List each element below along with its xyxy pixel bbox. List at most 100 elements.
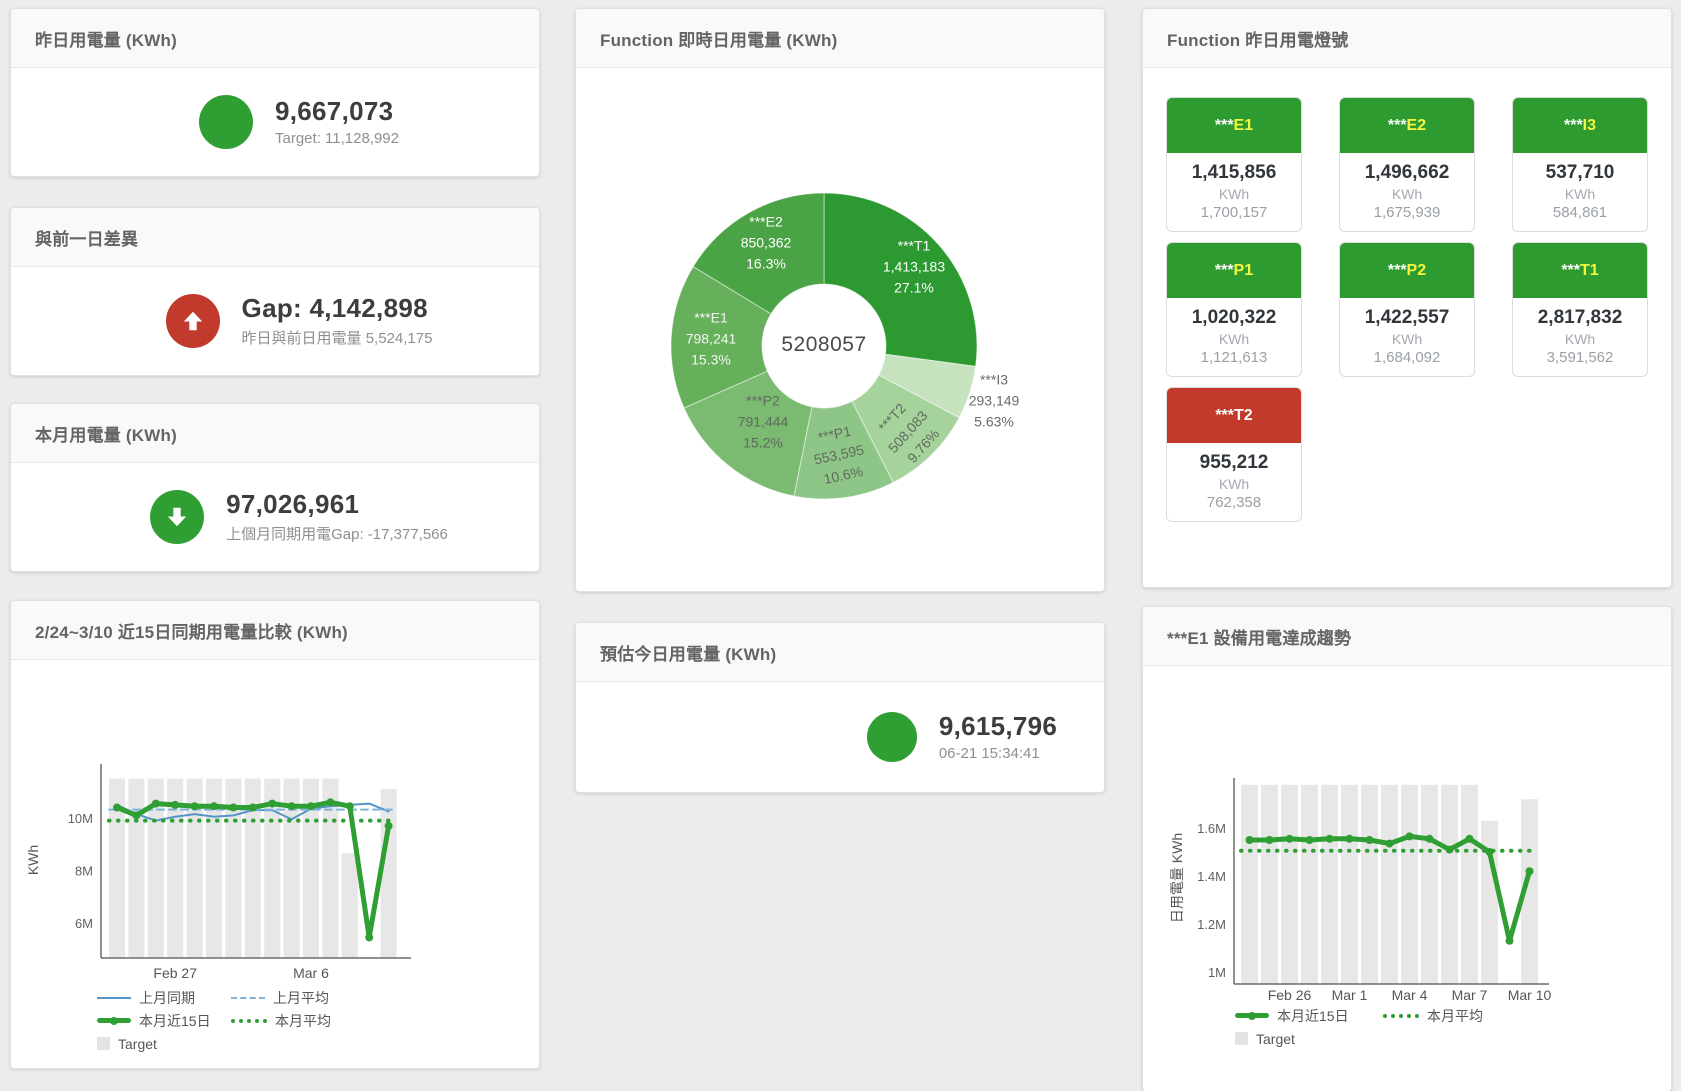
target-bar [1281, 784, 1298, 984]
lights-tile-grid: *** E1 1,415,856 KWh 1,700,157 *** E2 1,49… [1143, 68, 1671, 522]
donut-slice-E2[interactable] [692, 192, 825, 315]
tile-T1[interactable]: *** T1 2,817,832 KWh 3,591,562 [1512, 242, 1648, 377]
series-marker-本月近15日 [248, 803, 257, 812]
donut-chart-area: 5208057 ***T1 1,413,183 27.1% ***I3 293,149 5… [576, 68, 1104, 591]
tile-label-prefix: *** [1387, 261, 1407, 279]
y-tick-label: 1.2M [1197, 917, 1226, 932]
legend-swatch-thick-icon [97, 1016, 131, 1025]
legend-label: Target [118, 1035, 157, 1052]
tile-header: *** P2 [1340, 243, 1474, 298]
series-marker-本月近15日 [1345, 834, 1354, 843]
tile-target-value: 1,121,613 [1200, 349, 1268, 366]
card-title-yesterday-usage: 昨日用電量 (KWh) [35, 30, 177, 50]
card-yesterday-usage-lights: Function 昨日用電燈號 *** E1 1,415,856 KWh 1,70… [1142, 8, 1672, 588]
legend-item-本月近15日[interactable]: 本月近15日 [1235, 1006, 1383, 1026]
card-day-gap: 與前一日差異 Gap: 4,142,898 昨日與前日用電量 5,524,175 [10, 207, 540, 376]
legend-row: Target [97, 1032, 365, 1055]
arrow-up-icon [183, 311, 202, 331]
tile-value: 955,212 [1199, 452, 1269, 473]
e1-trend-svg: 1M 1.2M 1.4M 1.6M Feb 26 Mar 1 Mar 4 Mar 7 Mar 1… [1197, 778, 1551, 1003]
tile-target-value: 1,684,092 [1373, 349, 1441, 366]
card-title-estimated-today: 預估今日用電量 (KWh) [600, 644, 777, 664]
tile-target-value: 1,700,157 [1200, 204, 1268, 221]
tile-unit: KWh [1564, 331, 1596, 347]
series-marker-本月近15日 [1285, 834, 1294, 843]
x-tick-label: Mar 6 [293, 965, 329, 981]
tile-label-prefix: *** [1215, 406, 1234, 424]
legend-row: 上月同期 上月平均 [97, 986, 365, 1009]
tile-target-value: 584,861 [1552, 204, 1608, 221]
tile-P2[interactable]: *** P2 1,422,557 KWh 1,684,092 [1339, 242, 1475, 377]
target-bar [322, 778, 339, 958]
tile-label-code: P2 [1406, 261, 1427, 279]
series-marker-本月近15日 [1325, 834, 1334, 843]
target-bar [1241, 784, 1258, 984]
legend-swatch-box-icon [1235, 1032, 1248, 1045]
donut-slice-T1[interactable] [823, 192, 978, 367]
donut-slice-P2[interactable] [683, 370, 813, 497]
tile-label-code: T1 [1580, 261, 1599, 279]
card-title-month-usage: 本月用電量 (KWh) [35, 425, 177, 445]
status-green-circle-icon [866, 712, 917, 762]
y-tick-label: 1.4M [1197, 869, 1226, 884]
target-bar [303, 778, 319, 958]
tile-label-code: E1 [1233, 116, 1254, 134]
kpi-body: Gap: 4,142,898 昨日與前日用電量 5,524,175 [35, 267, 563, 375]
tile-value: 537,710 [1545, 162, 1615, 183]
legend-swatch-box-icon [97, 1037, 110, 1050]
tile-I3[interactable]: *** I3 537,710 KWh 584,861 [1512, 97, 1648, 232]
x-tick-label: Mar 4 [1392, 987, 1428, 1003]
kpi-text: Gap: 4,142,898 昨日與前日用電量 5,524,175 [242, 293, 433, 348]
target-bar [244, 778, 261, 958]
kpi-text: 9,615,796 06-21 15:34:41 [938, 711, 1057, 762]
series-marker-本月近15日 [151, 799, 160, 808]
series-marker-本月近15日 [132, 811, 141, 820]
tile-value: 2,817,832 [1537, 307, 1623, 328]
donut-slice-E1[interactable] [670, 265, 772, 409]
target-bar [1321, 784, 1338, 984]
card-yesterday-usage: 昨日用電量 (KWh) 9,667,073 Target: 11,128,992 [10, 8, 540, 177]
tile-header: *** T1 [1513, 243, 1647, 298]
kpi-subtitle: 上個月同期用電Gap: -17,377,566 [226, 525, 448, 543]
tile-unit: KWh [1218, 186, 1250, 202]
legend-swatch-dots-icon [1383, 1013, 1419, 1018]
card-header: 昨日用電量 (KWh) [11, 9, 539, 68]
legend-item-上月同期[interactable]: 上月同期 [97, 988, 231, 1008]
card-e1-trend-chart: ***E1 設備用電達成趨勢 1M 1.2M 1.4M 1.6M Feb 26 Mar 1… [1142, 606, 1672, 1091]
card-title-day-gap: 與前一日差異 [35, 229, 139, 249]
card-header: Function 昨日用電燈號 [1143, 9, 1671, 68]
tile-E2[interactable]: *** E2 1,496,662 KWh 1,675,939 [1339, 97, 1475, 232]
legend-item-本月平均[interactable]: 本月平均 [231, 1011, 365, 1031]
card-header: 2/24~3/10 近15日同期用電量比較 (KWh) [11, 601, 539, 660]
legend-item-Target[interactable]: Target [97, 1036, 231, 1052]
tile-T2[interactable]: *** T2 955,212 KWh 762,358 [1166, 387, 1302, 522]
tile-P1[interactable]: *** P1 1,020,322 KWh 1,121,613 [1166, 242, 1302, 377]
legend-item-本月平均[interactable]: 本月平均 [1383, 1006, 1531, 1026]
x-tick-label: Feb 27 [153, 965, 197, 981]
series-marker-本月近15日 [190, 802, 199, 811]
series-marker-本月近15日 [287, 802, 296, 811]
arrow-down-circle-icon [150, 490, 205, 544]
kpi-timestamp: 06-21 15:34:41 [938, 744, 1040, 762]
card-title-15day-comparison: 2/24~3/10 近15日同期用電量比較 (KWh) [35, 622, 348, 642]
trend-chart-area: 1M 1.2M 1.4M 1.6M Feb 26 Mar 1 Mar 4 Mar 7 Mar 1… [1143, 666, 1671, 1091]
legend-row: 本月近15日 本月平均 [1235, 1004, 1531, 1027]
target-bar [109, 778, 125, 958]
legend-item-本月近15日[interactable]: 本月近15日 [97, 1011, 231, 1031]
legend-item-上月平均[interactable]: 上月平均 [231, 988, 365, 1008]
y-axis-label: 日用電量 KWh [1169, 832, 1185, 924]
tile-E1[interactable]: *** E1 1,415,856 KWh 1,700,157 [1166, 97, 1302, 232]
legend-item-Target[interactable]: Target [1235, 1031, 1383, 1047]
y-axis-label: KWh [25, 844, 41, 876]
tile-label-prefix: *** [1214, 116, 1234, 134]
tile-value: 1,422,557 [1364, 307, 1450, 328]
x-tick-label: Feb 26 [1268, 987, 1312, 1003]
target-bar [1461, 784, 1478, 984]
target-bar [128, 778, 145, 958]
card-header: Function 即時日用電量 (KWh) [576, 9, 1104, 68]
kpi-body: 97,026,961 上個月同期用電Gap: -17,377,566 [35, 463, 563, 571]
tile-label-code: E2 [1406, 116, 1427, 134]
series-marker-本月近15日 [268, 799, 277, 808]
legend-swatch-dots-icon [231, 1018, 267, 1023]
target-bar [283, 778, 300, 958]
